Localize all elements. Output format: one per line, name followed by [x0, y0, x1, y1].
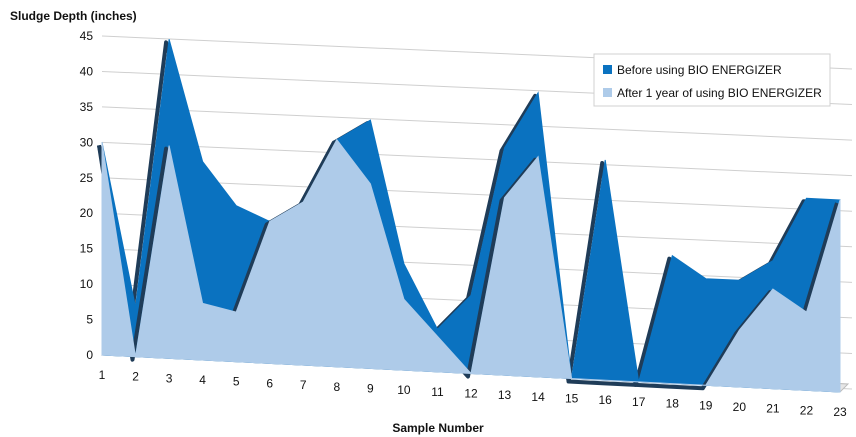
x-tick-label: 16	[599, 393, 613, 407]
x-tick-label: 17	[632, 395, 646, 409]
y-tick-label: 5	[86, 313, 93, 327]
legend-swatch-before	[603, 65, 612, 74]
area-series	[97, 39, 841, 393]
legend-label-before: Before using BIO ENERGIZER	[617, 63, 782, 77]
x-tick-label: 11	[431, 385, 444, 399]
x-tick-label: 3	[166, 371, 173, 385]
x-tick-label: 12	[464, 387, 478, 401]
x-tick-label: 14	[531, 390, 545, 404]
x-tick-label: 18	[666, 397, 680, 411]
y-tick-label: 35	[80, 100, 94, 114]
x-tick-label: 10	[397, 383, 411, 397]
gridline	[101, 177, 853, 212]
legend-label-after: After 1 year of using BIO ENERGIZER	[617, 86, 822, 100]
x-axis-title: Sample Number	[392, 421, 484, 435]
x-tick-label: 23	[833, 405, 847, 419]
gridline	[101, 106, 853, 141]
x-tick-label: 7	[300, 378, 307, 392]
x-tick-label: 2	[132, 370, 139, 384]
x-tick-label: 9	[367, 381, 374, 395]
y-tick-label: 45	[80, 29, 94, 43]
y-tick-label: 0	[86, 348, 93, 362]
x-tick-label: 20	[733, 400, 747, 414]
x-axis-ticks: 1 2 3 4 5 6 7 8 9 10 11 12 13 14 15 16 17 18 19 20 21 22 23	[99, 368, 847, 419]
x-tick-label: 4	[199, 373, 206, 387]
x-tick-label: 6	[266, 376, 273, 390]
y-tick-label: 25	[80, 171, 94, 185]
x-tick-label: 8	[333, 380, 340, 394]
x-tick-label: 15	[565, 392, 579, 406]
series-area-after	[101, 138, 841, 393]
y-tick-label: 15	[80, 242, 94, 256]
legend-swatch-after	[603, 88, 612, 97]
legend-box	[593, 53, 831, 107]
x-tick-label: 19	[699, 398, 713, 412]
y-tick-label: 40	[80, 64, 94, 78]
x-tick-label: 22	[800, 403, 814, 417]
x-tick-label: 21	[766, 402, 780, 416]
x-tick-label: 13	[498, 388, 512, 402]
gridline	[101, 141, 853, 177]
y-axis-ticks: 0 5 10 15 20 25 30 35 40 45	[80, 29, 94, 362]
y-tick-label: 10	[80, 277, 94, 291]
y-tick-label: 20	[80, 206, 94, 220]
y-tick-label: 30	[80, 135, 94, 149]
y-axis-title: Sludge Depth (inches)	[10, 9, 137, 23]
x-tick-label: 5	[233, 375, 240, 389]
legend: Before using BIO ENERGIZER After 1 year …	[593, 53, 831, 107]
x-tick-label: 1	[99, 368, 106, 382]
